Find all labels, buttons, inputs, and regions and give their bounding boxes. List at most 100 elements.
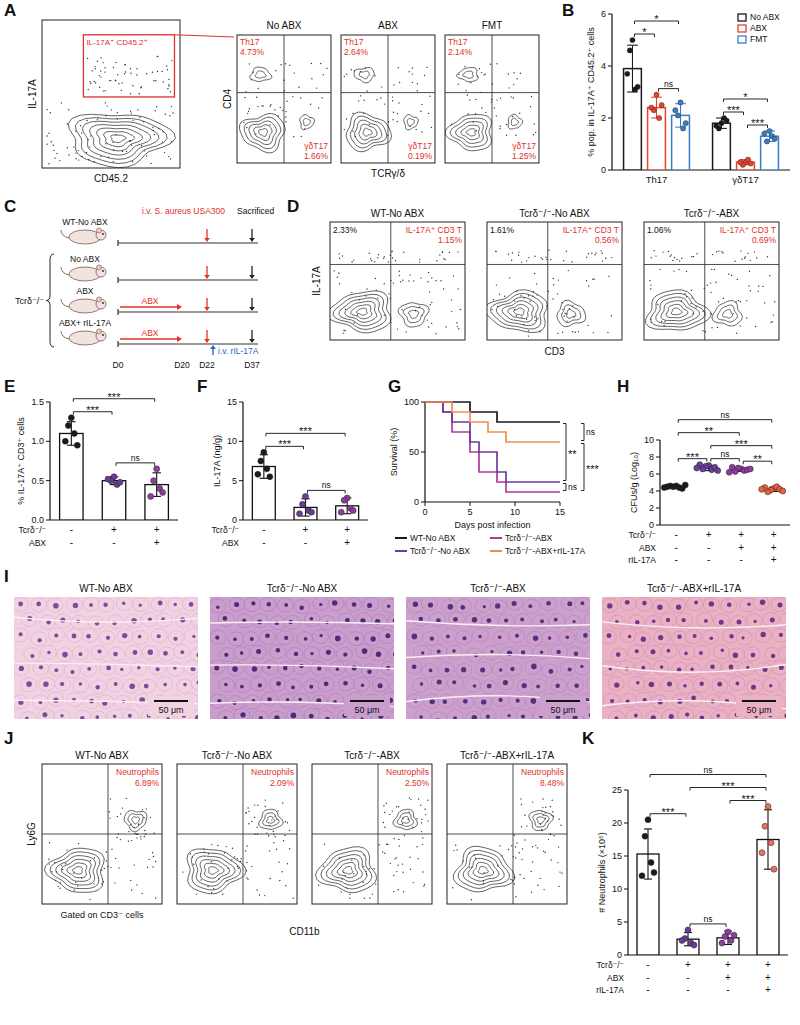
event-dot: [651, 257, 652, 258]
event-dot: [587, 325, 588, 326]
event-dot: [651, 321, 652, 322]
arrow: [206, 298, 207, 308]
nucleus: [677, 635, 681, 639]
cell: [697, 613, 713, 627]
event-dot: [320, 63, 321, 64]
event-dot: [68, 154, 69, 155]
event-dot: [409, 797, 410, 798]
event-dot: [467, 113, 468, 114]
event-dot: [130, 880, 131, 881]
event-dot: [418, 798, 419, 799]
event-dot: [124, 64, 125, 65]
event-dot: [686, 296, 687, 297]
event-dot: [293, 136, 294, 137]
event-dot: [104, 67, 105, 68]
cell: [755, 629, 771, 643]
event-dot: [132, 85, 133, 86]
nucleus: [131, 618, 136, 623]
event-dot: [568, 270, 569, 271]
cell: [559, 631, 575, 645]
event-dot: [540, 878, 541, 879]
event-dot: [523, 297, 524, 298]
event-dot: [531, 871, 532, 872]
event-dot: [534, 316, 535, 317]
event-dot: [115, 134, 116, 135]
event-dot: [430, 304, 431, 305]
event-dot: [394, 838, 395, 839]
event-dot: [287, 863, 288, 864]
event-dot: [106, 851, 107, 852]
event-dot: [442, 252, 443, 253]
plot-frame: [341, 35, 435, 163]
event-dot: [114, 882, 115, 883]
event-dot: [408, 280, 409, 281]
event-dot: [485, 112, 486, 113]
event-dot: [736, 301, 737, 302]
nucleus: [325, 717, 330, 719]
event-dot: [391, 251, 392, 252]
event-dot: [351, 261, 352, 262]
cell: [47, 598, 63, 612]
cell: [210, 630, 226, 644]
event-dot: [400, 281, 401, 282]
event-dot: [68, 109, 69, 110]
event-dot: [564, 313, 565, 314]
event-dot: [397, 113, 398, 114]
event-dot: [310, 104, 311, 105]
contour: [68, 114, 175, 167]
event-dot: [204, 852, 205, 853]
event-dot: [421, 131, 422, 132]
event-dot: [190, 853, 191, 854]
contour: [458, 850, 509, 888]
error-cap: [627, 45, 638, 46]
nucleus: [103, 603, 107, 607]
event-dot: [346, 74, 347, 75]
event-dot: [429, 96, 430, 97]
plot-area: [210, 597, 394, 719]
arrow-head: [177, 304, 182, 310]
nucleus: [498, 636, 502, 640]
event-dot: [469, 852, 470, 853]
event-dot: [384, 256, 385, 257]
population-value: 1.15%: [438, 235, 463, 245]
nucleus: [113, 715, 116, 718]
nucleus: [53, 603, 59, 609]
cell: [356, 644, 372, 658]
event-dot: [535, 132, 536, 133]
contour: [350, 116, 386, 148]
scale-patch: [148, 696, 194, 716]
cell: [608, 677, 624, 691]
event-dot: [120, 839, 121, 840]
cell: [438, 662, 454, 676]
axis-title: % IL-17A⁺ CD3⁺ cells: [16, 417, 26, 505]
cell: [621, 597, 637, 611]
population-label: γδT17: [512, 141, 536, 151]
event-dot: [534, 123, 535, 124]
event-dot: [679, 260, 680, 261]
nucleus: [614, 682, 619, 687]
event-dot: [456, 322, 457, 323]
genotype-label: Tcrδ⁻/⁻: [15, 296, 44, 306]
group-label: No ABX: [70, 254, 100, 264]
nucleus: [47, 651, 50, 654]
event-dot: [240, 861, 241, 862]
event-dot: [412, 827, 413, 828]
event-dot: [762, 286, 763, 287]
plot-frame: [447, 764, 567, 904]
event-dot: [170, 158, 171, 159]
event-dot: [467, 94, 468, 95]
event-dot: [746, 317, 747, 318]
event-dot: [86, 120, 87, 121]
cell: [456, 599, 472, 613]
event-dot: [495, 251, 496, 252]
event-dot: [595, 252, 596, 253]
event-dot: [154, 110, 155, 111]
y-tick: [608, 66, 612, 67]
cell: [438, 694, 454, 708]
image-title: WT-No ABX: [79, 583, 133, 594]
cell: [722, 661, 738, 675]
event-dot: [213, 888, 214, 889]
error-stem: [656, 97, 657, 118]
cell: [371, 614, 387, 628]
nucleus: [62, 652, 68, 658]
